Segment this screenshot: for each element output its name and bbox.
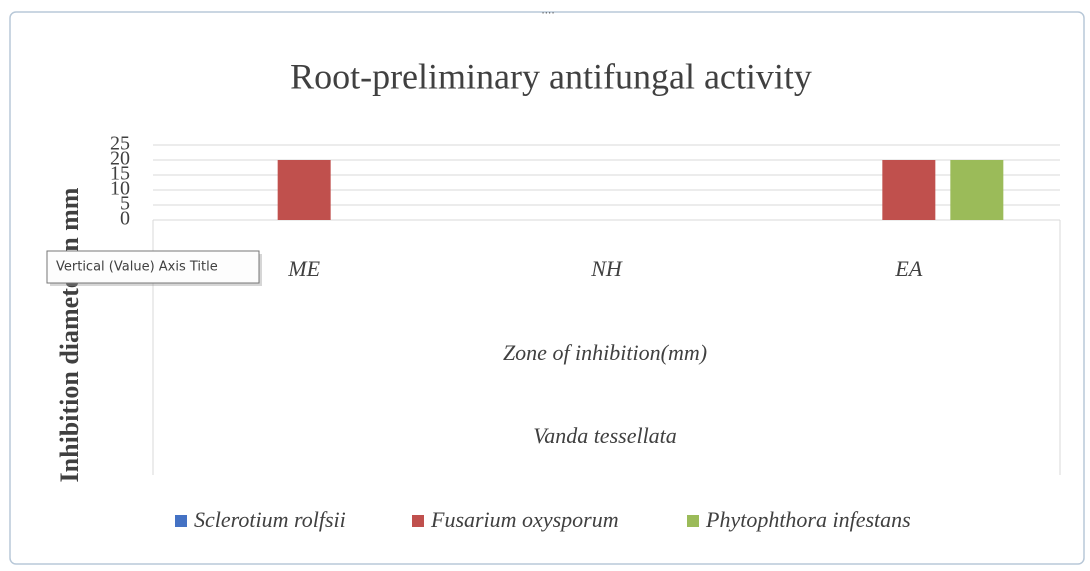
- x-tick-label: ME: [287, 256, 320, 281]
- legend-swatch: [175, 515, 187, 527]
- tooltip-text: Vertical (Value) Axis Title: [56, 260, 218, 275]
- bar: [882, 160, 936, 220]
- y-tick-label: 25: [110, 133, 130, 155]
- bar: [277, 160, 331, 220]
- legend-swatch: [412, 515, 424, 527]
- tooltip-box: [46, 250, 260, 284]
- chart-title: Root-preliminary antifungal activity: [290, 56, 812, 96]
- tooltip: Vertical (Value) Axis Title: [46, 250, 262, 286]
- y-tick-label: 0: [120, 208, 130, 230]
- x-tick-label: EA: [894, 256, 922, 281]
- legend-label: Phytophthora infestans: [705, 507, 911, 532]
- x-axis-title: Zone of inhibition(mm): [503, 340, 707, 365]
- chart-frame: [9, 11, 1085, 565]
- legend-label: Fusarium oxysporum: [430, 507, 619, 532]
- x-tick-label: NH: [590, 256, 623, 281]
- bar: [950, 160, 1004, 220]
- y-tick-label: 10: [110, 178, 130, 200]
- y-tick-label: 20: [110, 148, 130, 170]
- handle: ····: [541, 8, 554, 19]
- legend-label: Sclerotium rolfsii: [194, 507, 346, 532]
- legend-swatch: [687, 515, 699, 527]
- x-group-label: Vanda tessellata: [533, 423, 677, 448]
- y-tick-label: 5: [120, 193, 130, 215]
- y-tick-label: 15: [110, 163, 130, 185]
- y-axis-title: Inhibition diameter in mm: [55, 187, 84, 482]
